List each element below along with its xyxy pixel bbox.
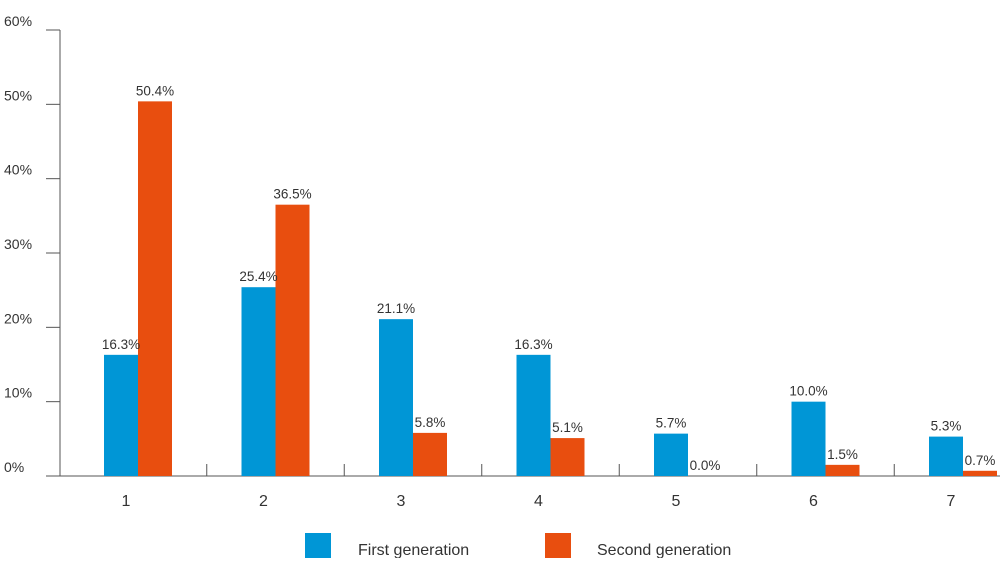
- y-tick-label: 60%: [4, 13, 32, 29]
- x-tick-label: 6: [809, 493, 818, 510]
- y-axis: 0% 10% 20% 30% 40% 50% 60%: [4, 13, 61, 477]
- bar-first-generation: [929, 436, 963, 476]
- x-tick-label: 7: [947, 493, 956, 510]
- data-label: 0.0%: [690, 458, 721, 473]
- data-label: 50.4%: [136, 83, 174, 98]
- data-label: 5.7%: [656, 416, 687, 431]
- data-label: 1.5%: [827, 447, 858, 462]
- y-tick-label: 20%: [4, 310, 32, 326]
- y-tick-label: 50%: [4, 87, 32, 103]
- bar-first-generation: [241, 287, 276, 476]
- bar-first-generation: [379, 319, 413, 476]
- bar-second-generation: [413, 432, 447, 476]
- bar-first-generation: [654, 433, 688, 476]
- x-tick-label: 2: [259, 493, 268, 510]
- bar-second-generation: [275, 204, 310, 476]
- x-tick-label: 5: [672, 493, 681, 510]
- data-label: 16.3%: [102, 337, 140, 352]
- bar-first-generation: [104, 354, 138, 476]
- data-label: 16.3%: [514, 337, 552, 352]
- x-tick-label: 4: [534, 493, 543, 510]
- data-label: 5.1%: [552, 420, 583, 435]
- legend-swatch: [305, 533, 331, 558]
- data-label: 36.5%: [273, 187, 311, 202]
- data-labels-group: 16.3% 25.4% 21.1% 16.3% 5.7% 10.0% 5.3% 50.4% 36…: [102, 83, 996, 473]
- bar-first-generation: [516, 354, 551, 476]
- legend-label: First generation: [358, 542, 469, 558]
- bar-second-generation: [138, 101, 172, 477]
- bar-second-generation: [550, 438, 585, 476]
- bar-second-generation: [825, 464, 860, 476]
- data-label: 0.7%: [965, 453, 996, 468]
- bar-first-generation: [791, 401, 826, 476]
- bars-group: [104, 101, 997, 477]
- data-label: 10.0%: [789, 384, 827, 399]
- data-label: 5.8%: [415, 415, 446, 430]
- y-tick-label: 10%: [4, 385, 32, 401]
- legend-label: Second generation: [597, 542, 731, 558]
- x-tick-label: 3: [397, 493, 406, 510]
- data-label: 21.1%: [377, 301, 415, 316]
- y-tick-label: 30%: [4, 236, 32, 252]
- legend: First generation Second generation: [305, 533, 731, 559]
- bar-second-generation: [963, 470, 997, 476]
- data-label: 5.3%: [931, 419, 962, 434]
- data-label: 25.4%: [239, 269, 277, 284]
- x-tick-label: 1: [122, 493, 131, 510]
- y-tick-label: 0%: [4, 459, 24, 475]
- legend-swatch: [545, 533, 571, 558]
- y-tick-label: 40%: [4, 162, 32, 178]
